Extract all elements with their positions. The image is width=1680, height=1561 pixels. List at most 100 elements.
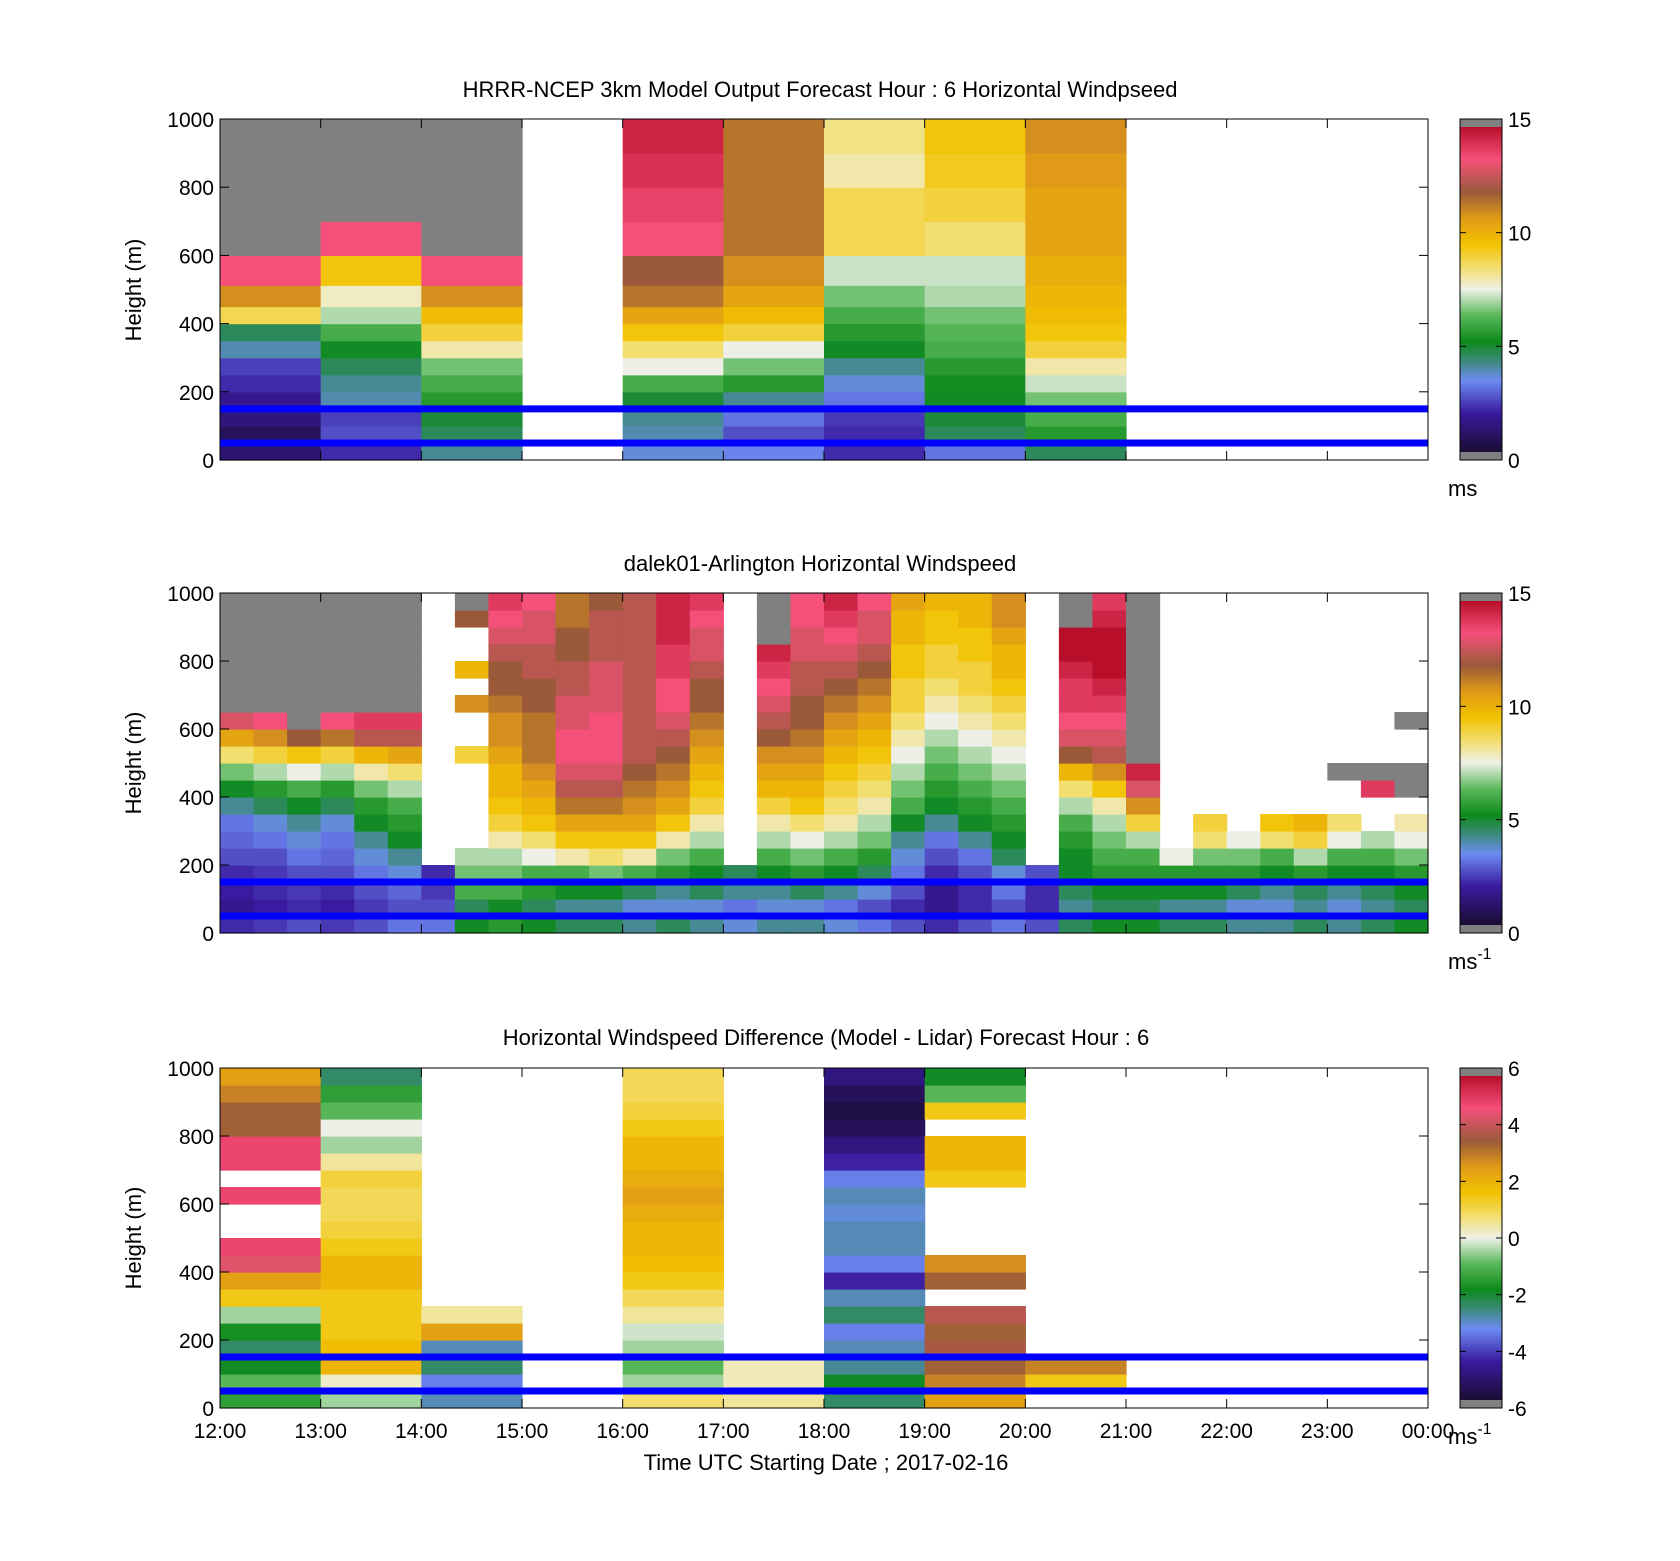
heatmap-cell bbox=[622, 780, 657, 798]
heatmap-cell bbox=[1394, 831, 1429, 849]
heatmap-cell bbox=[857, 695, 892, 713]
heatmap-cell bbox=[555, 848, 590, 866]
heatmap-cell bbox=[454, 610, 490, 628]
heatmap-cell bbox=[790, 678, 825, 696]
heatmap-cell bbox=[454, 848, 490, 866]
heatmap-cell bbox=[991, 899, 1026, 917]
heatmap-cell bbox=[421, 306, 523, 325]
heatmap-cell bbox=[522, 865, 557, 883]
heatmap-cell bbox=[689, 746, 724, 764]
heatmap-cell bbox=[220, 865, 255, 883]
heatmap-cell bbox=[522, 848, 557, 866]
heatmap-cell bbox=[656, 746, 691, 764]
heatmap-cell bbox=[320, 425, 422, 444]
heatmap-cell bbox=[421, 1340, 523, 1358]
heatmap-cell bbox=[1126, 627, 1161, 645]
heatmap-cell bbox=[253, 746, 288, 764]
colorbar-frame bbox=[1459, 592, 1503, 934]
heatmap-cell bbox=[622, 153, 724, 188]
heatmap-cell bbox=[924, 1068, 1026, 1086]
heatmap-cell bbox=[1092, 848, 1127, 866]
heatmap-cell bbox=[555, 712, 590, 730]
heatmap-cell bbox=[1092, 661, 1127, 679]
heatmap-cell bbox=[756, 712, 792, 730]
colorbar-tick-label: 4 bbox=[1508, 1115, 1520, 1138]
heatmap-cell bbox=[958, 746, 993, 764]
heatmap-cell bbox=[1092, 797, 1127, 815]
heatmap-cell bbox=[287, 831, 322, 849]
heatmap-cell bbox=[924, 442, 1026, 461]
heatmap-cell bbox=[522, 780, 557, 798]
heatmap-cell bbox=[387, 797, 422, 815]
heatmap-cell bbox=[756, 695, 792, 713]
colorbar-tick-label: 10 bbox=[1508, 223, 1531, 246]
heatmap-cell bbox=[991, 627, 1026, 645]
heatmap-cell bbox=[522, 814, 557, 832]
heatmap-cell bbox=[1092, 763, 1127, 781]
heatmap-cell bbox=[790, 627, 825, 645]
heatmap-cell bbox=[824, 661, 859, 679]
heatmap-cell bbox=[857, 865, 892, 883]
heatmap-cell bbox=[790, 763, 825, 781]
heatmap-cell bbox=[723, 1357, 825, 1375]
heatmap-cell bbox=[421, 340, 523, 359]
heatmap-cell bbox=[622, 763, 657, 781]
heatmap-cell bbox=[891, 848, 926, 866]
heatmap-cell bbox=[1193, 882, 1228, 900]
heatmap-cell bbox=[1025, 221, 1127, 256]
heatmap-cell bbox=[622, 1221, 724, 1239]
heatmap-cell bbox=[1092, 899, 1127, 917]
heatmap-cell bbox=[1058, 882, 1094, 900]
heatmap-cell bbox=[421, 119, 523, 154]
heatmap-cell bbox=[421, 391, 523, 410]
heatmap-cell bbox=[387, 899, 422, 917]
heatmap-cell bbox=[924, 763, 959, 781]
heatmap-cell bbox=[421, 1391, 523, 1409]
heatmap-cell bbox=[488, 627, 523, 645]
heatmap-cell bbox=[555, 780, 590, 798]
heatmap-cell bbox=[1260, 814, 1295, 832]
heatmap-cell bbox=[689, 882, 724, 900]
heatmap-cell bbox=[924, 1306, 1026, 1324]
heatmap-cell bbox=[589, 814, 624, 832]
heatmap-cell bbox=[656, 644, 691, 662]
heatmap-cell bbox=[756, 729, 792, 747]
heatmap-cell bbox=[857, 848, 892, 866]
heatmap-cell bbox=[253, 814, 288, 832]
heatmap-cell bbox=[1092, 780, 1127, 798]
heatmap-cell bbox=[287, 644, 322, 662]
heatmap-cell bbox=[824, 593, 859, 611]
colorbar-tick-label: -4 bbox=[1508, 1341, 1527, 1364]
heatmap-cell bbox=[1293, 882, 1328, 900]
heatmap-cell bbox=[1360, 882, 1396, 900]
heatmap-cell bbox=[891, 797, 926, 815]
heatmap-cell bbox=[958, 644, 993, 662]
heatmap-cell bbox=[488, 644, 523, 662]
heatmap-cell bbox=[220, 848, 255, 866]
heatmap-cell bbox=[824, 899, 859, 917]
heatmap-cell bbox=[421, 1323, 523, 1341]
heatmap-cell bbox=[1092, 678, 1127, 696]
heatmap-cell bbox=[924, 678, 959, 696]
heatmap-cell bbox=[488, 746, 523, 764]
heatmap-cell bbox=[924, 306, 1026, 325]
heatmap-cell bbox=[924, 1340, 1026, 1358]
heatmap-cell bbox=[522, 916, 557, 934]
heatmap-cell bbox=[656, 899, 691, 917]
heatmap-cell bbox=[622, 1085, 724, 1103]
heatmap-cell bbox=[824, 425, 926, 444]
heatmap-cell bbox=[622, 695, 657, 713]
heatmap-cell bbox=[320, 1323, 422, 1341]
x-axis-label: Time UTC Starting Date ; 2017-02-16 bbox=[644, 1450, 1009, 1475]
colorbar-tick-label: 15 bbox=[1508, 109, 1531, 132]
heatmap-cell bbox=[958, 848, 993, 866]
x-tick-label: 23:00 bbox=[1301, 1420, 1354, 1443]
heatmap-cell bbox=[924, 285, 1026, 308]
heatmap-cell bbox=[488, 661, 523, 679]
heatmap-cell bbox=[824, 831, 859, 849]
heatmap-cell bbox=[320, 1255, 422, 1273]
heatmap-cell bbox=[656, 780, 691, 798]
heatmap-cell bbox=[723, 408, 825, 427]
heatmap-cell bbox=[589, 746, 624, 764]
heatmap-cell bbox=[622, 661, 657, 679]
